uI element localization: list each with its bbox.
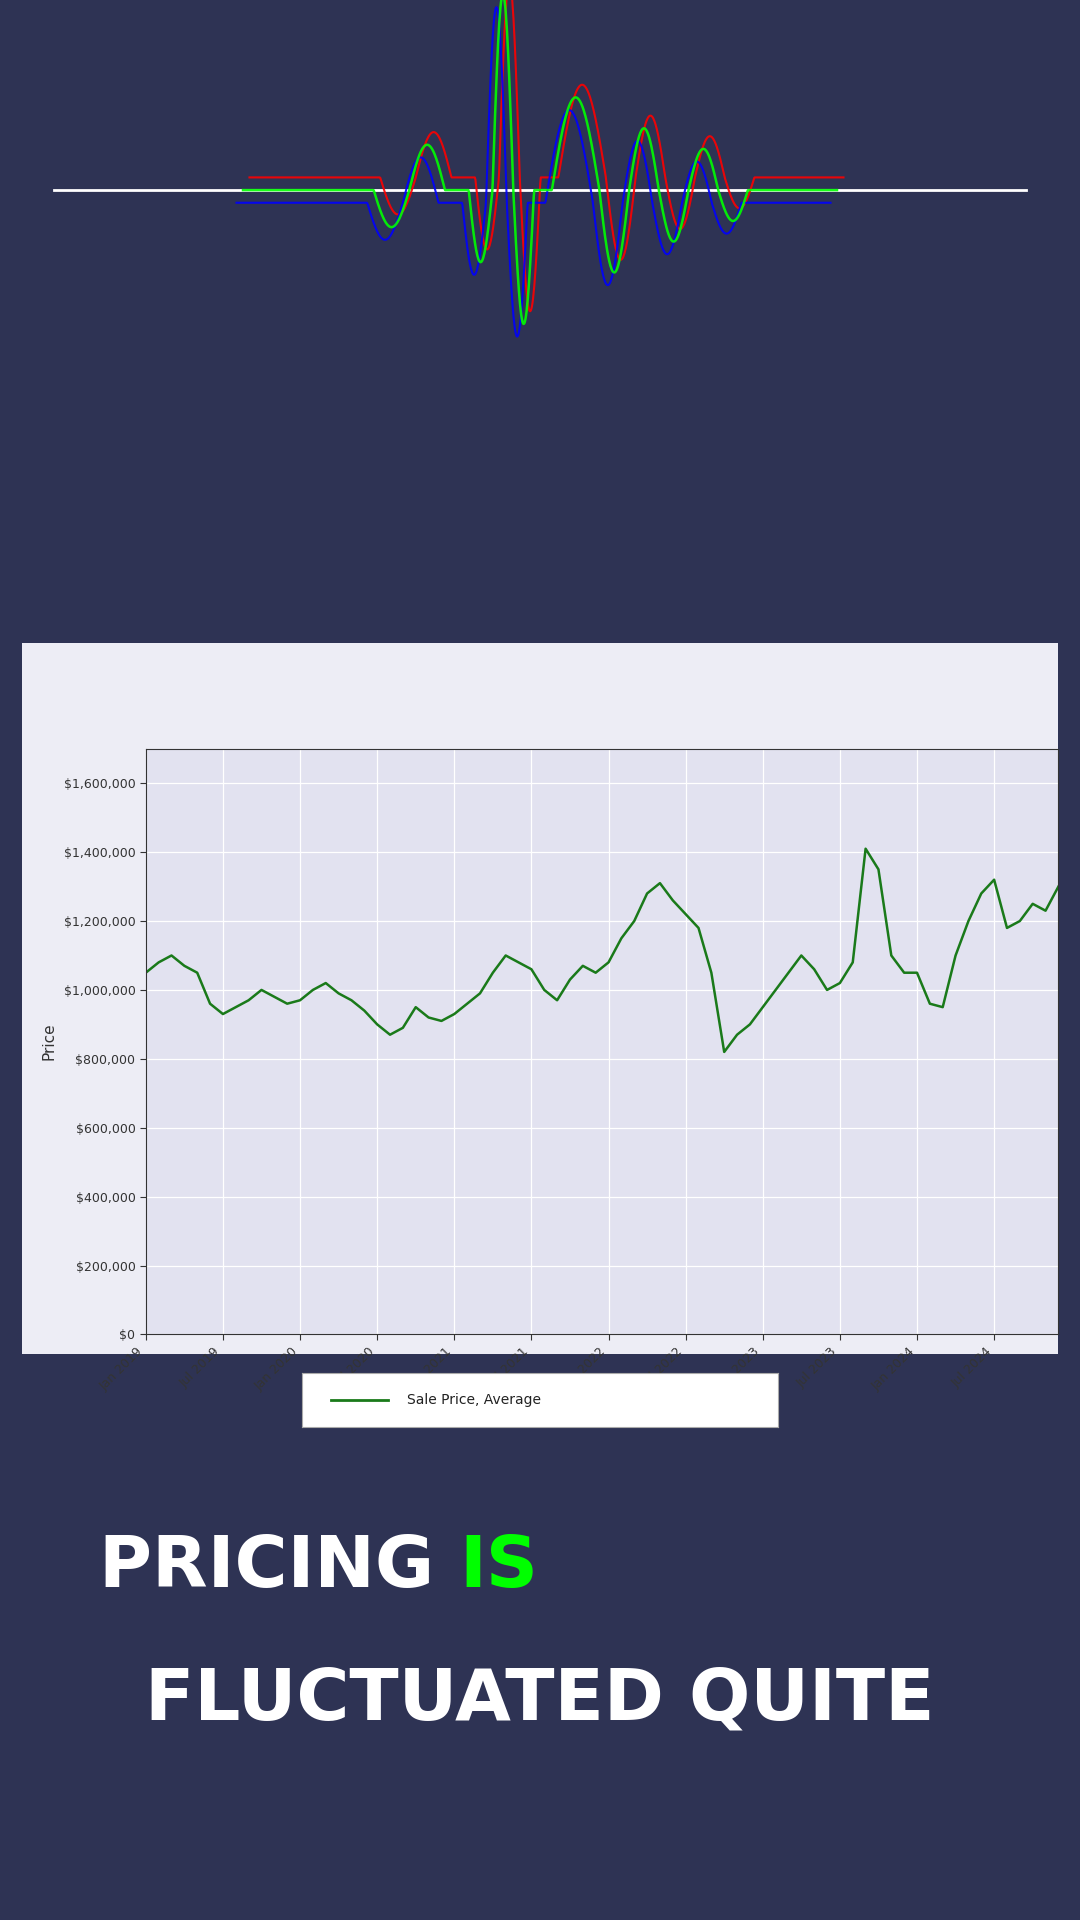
Text: PRICING: PRICING (98, 1532, 459, 1601)
Text: Sale Price, Average: Sale Price, Average (407, 1392, 541, 1407)
Text: IS: IS (459, 1532, 538, 1601)
Text: FLUCTUATED QUITE: FLUCTUATED QUITE (145, 1665, 935, 1734)
Y-axis label: Price: Price (41, 1023, 56, 1060)
